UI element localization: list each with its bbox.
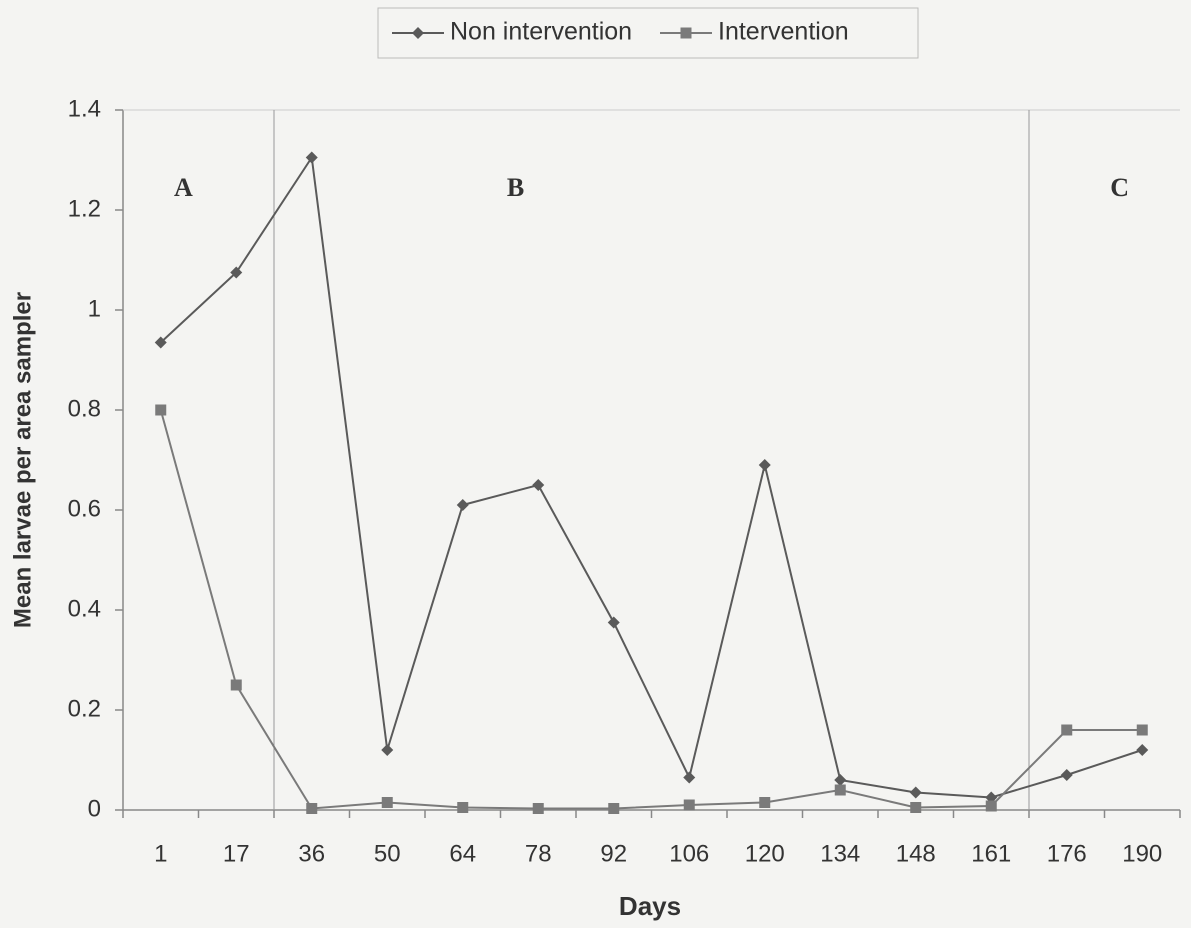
marker xyxy=(683,799,695,811)
marker xyxy=(306,803,318,814)
y-tick-label: 1.4 xyxy=(68,95,101,122)
y-tick-label: 0.8 xyxy=(68,395,101,422)
marker xyxy=(758,459,771,471)
x-axis-label: Days xyxy=(619,891,681,921)
x-tick-label: 176 xyxy=(1047,840,1087,867)
series-line xyxy=(160,154,1143,799)
y-axis-label: Mean larvae per area sampler xyxy=(9,292,36,628)
y-tick-label: 1 xyxy=(88,295,101,322)
marker xyxy=(412,27,424,39)
marker xyxy=(456,499,469,511)
phase-label: B xyxy=(507,173,524,202)
marker xyxy=(608,803,620,814)
marker xyxy=(834,784,846,796)
legend: Non intervention Intervention xyxy=(377,7,919,59)
x-tick-label: 190 xyxy=(1122,840,1162,867)
marker xyxy=(985,800,997,812)
marker xyxy=(910,802,922,813)
marker xyxy=(1136,724,1148,736)
x-tick-label: 134 xyxy=(820,840,860,867)
phase-label: A xyxy=(174,173,193,202)
marker xyxy=(1136,744,1149,756)
legend-box xyxy=(377,7,919,59)
x-tick-label: 148 xyxy=(896,840,936,867)
y-tick-label: 0.4 xyxy=(68,595,101,622)
phase-label: C xyxy=(1110,173,1129,202)
x-tick-label: 161 xyxy=(971,840,1011,867)
marker xyxy=(834,774,847,786)
marker xyxy=(154,336,167,349)
marker xyxy=(305,151,318,164)
y-tick-label: 1.2 xyxy=(68,195,101,222)
x-tick-label: 106 xyxy=(669,840,709,867)
x-tick-label: 1 xyxy=(154,840,167,867)
legend-label: Non intervention xyxy=(450,18,632,46)
y-tick-label: 0.2 xyxy=(68,695,101,722)
legend-label: Intervention xyxy=(718,18,849,46)
marker xyxy=(1060,769,1073,781)
marker xyxy=(230,266,243,279)
marker xyxy=(532,479,545,491)
marker xyxy=(909,786,922,799)
x-tick-label: 36 xyxy=(298,840,325,867)
x-tick-label: 64 xyxy=(449,840,476,867)
x-tick-label: 78 xyxy=(525,840,552,867)
marker xyxy=(607,616,620,629)
y-tick-label: 0.6 xyxy=(68,495,101,522)
marker xyxy=(457,802,469,813)
marker xyxy=(230,679,242,691)
marker xyxy=(680,27,692,39)
marker xyxy=(381,797,393,808)
marker xyxy=(381,744,394,756)
marker xyxy=(155,404,167,416)
y-tick-label: 0 xyxy=(88,795,101,822)
marker xyxy=(683,771,696,784)
series-line xyxy=(159,409,1143,810)
marker xyxy=(1061,724,1073,736)
x-tick-label: 120 xyxy=(745,840,785,867)
marker xyxy=(759,797,771,808)
x-tick-label: 50 xyxy=(374,840,401,867)
x-tick-label: 17 xyxy=(223,840,250,867)
marker xyxy=(532,803,544,814)
x-tick-label: 92 xyxy=(600,840,627,867)
